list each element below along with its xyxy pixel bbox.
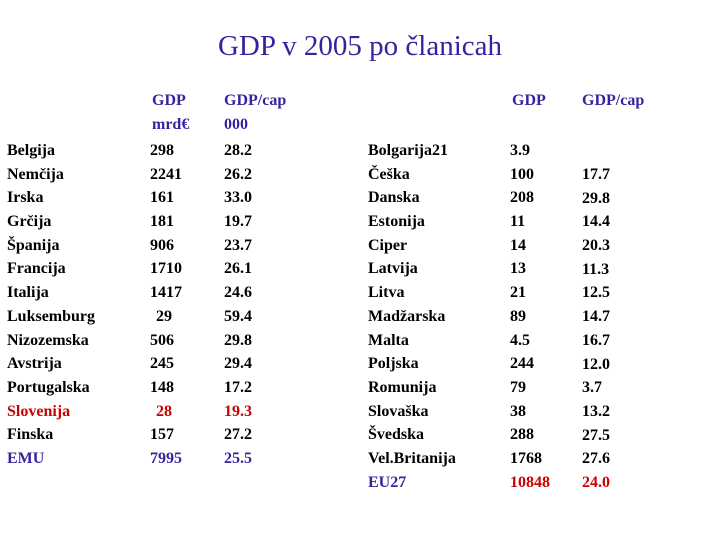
left-gdp-column: 298 2241 161 181 906 1710 1417 29 506 245 148 28 157… (150, 139, 182, 471)
country-name: Avstrija (7, 355, 62, 373)
gdp-value: 29 (156, 307, 172, 325)
gdpcap-value: 12.5 (582, 284, 610, 302)
gdp-value: 181 (150, 213, 174, 231)
country-name: Luksemburg (7, 307, 96, 325)
gdpcap-value: 16.7 (582, 331, 610, 349)
gdpcap-value: 27.2 (224, 426, 252, 444)
country-name: Danska (368, 189, 420, 207)
gdpcap-value: 28.2 (224, 142, 252, 159)
right-country-column: Bolgarija21 Češka Danska Estonija Ciper Latvi… (368, 139, 456, 494)
gdp-value: 100 (510, 165, 534, 183)
gdp-value: 288 (510, 426, 534, 444)
country-name: Madžarska (368, 307, 446, 325)
country-name: EU27 (368, 473, 407, 491)
gdpcap-value: 25.5 (224, 449, 252, 467)
gdp-value: 906 (150, 236, 174, 254)
gdpcap-value: 13.2 (582, 402, 610, 420)
country-name: Francija (7, 260, 66, 278)
gdp-value: 2241 (150, 165, 182, 183)
country-name: Finska (7, 426, 54, 444)
right-gdpcap-header: GDP/cap (582, 92, 645, 109)
right-gdp-column: 3.9 100 208 11 14 13 21 89 4.5 244 79 38 288 1768 1084… (510, 139, 550, 494)
country-name: Vel.Britanija (368, 449, 456, 467)
country-name: Italija (7, 284, 49, 302)
country-name: Litva (368, 284, 405, 302)
left-gdp-header: GDP (152, 92, 186, 109)
gdpcap-value: 12.0 (582, 355, 610, 373)
gdpcap-value: 26.1 (224, 260, 252, 278)
gdp-value: 10848 (510, 473, 550, 491)
gdp-value: 161 (150, 189, 174, 207)
gdpcap-value: 14.4 (582, 213, 610, 231)
country-name: Latvija (368, 260, 418, 278)
gdpcap-value: 29.8 (582, 189, 610, 207)
gdp-value: 245 (150, 355, 174, 373)
gdpcap-value: 20.3 (582, 237, 610, 255)
country-name: Nizozemska (7, 331, 89, 349)
right-gdpcap-column: 17.7 29.8 14.4 20.3 11.3 12.5 14.7 16.7 12.0 3.7 1… (582, 163, 610, 495)
gdp-value: 208 (510, 189, 534, 207)
gdpcap-value: 24.6 (224, 284, 252, 302)
country-name: Portugalska (7, 378, 90, 396)
gdp-value: 4.5 (510, 331, 530, 349)
gdpcap-value: 59.4 (224, 307, 252, 325)
left-gdpcap-column: 28.2 26.2 33.0 19.7 23.7 26.1 24.6 59.4 29.8 29.4… (224, 139, 252, 471)
gdpcap-value: 3.7 (582, 379, 602, 397)
country-name: Grčija (7, 213, 52, 231)
left-gdpcap-header: GDP/cap (224, 92, 287, 109)
country-name: Ciper (368, 236, 408, 254)
country-name: Estonija (368, 213, 425, 231)
country-name: EMU (7, 449, 45, 467)
gdp-value: 1710 (150, 260, 182, 278)
gdpcap-value: 19.7 (224, 213, 252, 231)
gdpcap-value: 23.7 (224, 236, 252, 254)
gdpcap-value: 17.7 (582, 166, 610, 183)
gdp-value: 89 (510, 307, 526, 325)
gdp-value: 14 (510, 236, 526, 254)
country-name: Švedska (368, 426, 425, 444)
gdp-value: 38 (510, 402, 526, 420)
left-gdpcap-unit: 000 (224, 116, 248, 133)
gdp-value: 3.9 (510, 142, 530, 159)
country-name: Češka (368, 165, 410, 183)
gdp-value: 157 (150, 426, 174, 444)
country-name: Romunija (368, 378, 437, 396)
gdpcap-value: 29.4 (224, 355, 252, 373)
country-name: Belgija (7, 142, 55, 159)
country-name: Bolgarija21 (368, 142, 448, 159)
gdpcap-value: 11.3 (582, 260, 610, 278)
left-country-column: Belgija Nemčija Irska Grčija Španija Francija… (7, 139, 95, 471)
gdp-value: 28 (156, 402, 172, 420)
gdpcap-value: 26.2 (224, 165, 252, 183)
country-name: Španija (7, 236, 60, 254)
gdp-value: 1417 (150, 284, 182, 302)
country-name: Slovenija (7, 402, 71, 420)
gdp-value: 11 (510, 213, 526, 231)
gdp-value: 1768 (510, 449, 542, 467)
country-name: Nemčija (7, 165, 64, 183)
gdpcap-value: 27.6 (582, 450, 610, 468)
gdp-value: 506 (150, 331, 174, 349)
gdp-value: 148 (150, 378, 174, 396)
country-name: Poljska (368, 355, 419, 373)
gdpcap-value: 33.0 (224, 189, 252, 207)
gdpcap-value: 29.8 (224, 331, 252, 349)
gdp-value: 13 (510, 260, 526, 278)
gdp-value: 298 (150, 142, 174, 159)
page-title: GDP v 2005 po članicah (217, 30, 503, 62)
gdp-value: 244 (510, 355, 534, 373)
gdpcap-value: 24.0 (582, 473, 610, 491)
right-gdp-header: GDP (512, 92, 546, 109)
country-name: Malta (368, 331, 409, 349)
gdpcap-value: 17.2 (224, 378, 252, 396)
gdpcap-value: 27.5 (582, 426, 610, 444)
left-gdp-unit: mrd€ (152, 116, 190, 133)
gdpcap-value: 14.7 (582, 308, 610, 326)
country-name: Slovaška (368, 402, 429, 420)
gdp-value: 21 (510, 284, 526, 302)
gdp-value: 7995 (150, 449, 182, 467)
country-name: Irska (7, 189, 44, 207)
gdpcap-value: 19.3 (224, 402, 252, 420)
gdp-value: 79 (510, 378, 526, 396)
